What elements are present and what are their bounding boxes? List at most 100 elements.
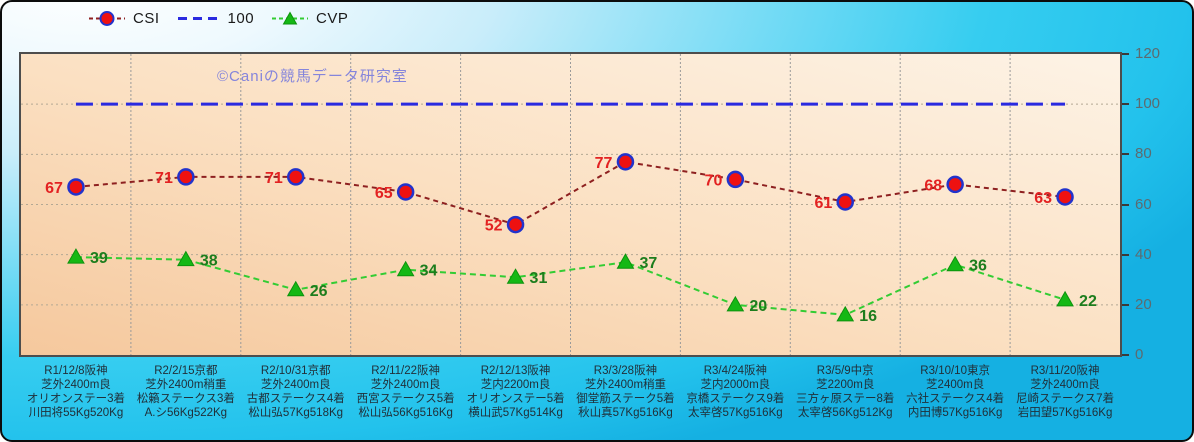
x-label-line: 太宰啓57Kg516Kg	[688, 407, 783, 419]
value-label-csi: 52	[485, 218, 503, 235]
legend-item-cvp: CVP	[271, 10, 348, 27]
y-tick-mark	[1122, 53, 1129, 55]
value-label-csi: 68	[924, 177, 942, 194]
x-label-line: R2/10/31京都	[260, 365, 331, 377]
y-tick-mark	[1122, 303, 1129, 306]
value-label-cvp: 37	[639, 255, 657, 272]
x-label-line: R3/4/24阪神	[703, 365, 767, 377]
x-label-line: R3/3/28阪神	[593, 365, 658, 377]
x-label-line: R2/11/22阪神	[371, 365, 441, 377]
x-label-6: R3/4/24阪神 芝内2000m良 京橋ステークス9着 太宰啓57Kg516Kg	[680, 364, 790, 420]
x-label-line: R2/2/15京都	[154, 365, 218, 377]
y-tick-mark	[1122, 153, 1129, 156]
y-tick-label: 40	[1135, 245, 1152, 263]
x-label-line: 西宮ステークス5着	[356, 393, 455, 405]
x-label-line: 芝外2400m稍重	[584, 379, 667, 391]
x-label-9: R3/11/20阪神 芝外2400m良尼崎ステークス7着 岩田望57Kg516Kg	[1010, 364, 1120, 420]
data-point-cvp	[67, 248, 85, 264]
x-label-line: 芝外2400m良	[41, 379, 111, 391]
x-label-line: A.シ56Kg522Kg	[144, 407, 228, 419]
y-tick-label: 80	[1135, 145, 1152, 163]
y-tick-label: 0	[1135, 346, 1144, 363]
y-tick-label: 60	[1135, 195, 1152, 213]
x-label-0: R1/12/8阪神 芝外2400m良 オリオンステー3着 川田将55Kg520Kg	[21, 364, 131, 420]
data-point-cvp	[726, 295, 745, 312]
x-label-7: R3/5/9中京 芝2200m良三方ヶ原ステー8着 太宰啓56Kg512Kg	[790, 364, 900, 420]
x-label-line: 内田博57Kg516Kg	[907, 407, 1003, 419]
legend-item-100: 100	[177, 10, 255, 27]
value-label-cvp: 34	[420, 263, 438, 280]
plot-svg: 67 71 71 65 52 77 70 61 68 63 39 38 26 34 31 37 20 16 36 22	[21, 54, 1120, 355]
x-label-line: 芝外2400m良	[1030, 379, 1100, 391]
data-point-cvp	[1056, 290, 1074, 307]
x-label-line: 芝外2400m良	[370, 379, 441, 391]
series-line-csi	[75, 160, 1066, 226]
value-label-cvp: 38	[200, 253, 218, 270]
x-label-8: R3/10/10東京 芝2400m良六社ステークス4着 内田博57Kg516Kg	[900, 364, 1010, 420]
x-label-line: R3/10/10東京	[920, 365, 990, 377]
value-label-csi: 70	[705, 172, 723, 189]
x-label-line: R2/12/13阪神	[480, 365, 551, 377]
x-label-line: 三方ヶ原ステー8着	[796, 393, 895, 405]
x-label-1: R2/2/15京都 芝外2400m稍重 松籟ステークス3着 A.シ56Kg522Kg	[131, 364, 241, 420]
x-label-line: 古都ステークス4着	[246, 393, 345, 405]
legend-label-cvp: CVP	[316, 10, 349, 27]
data-point-cvp	[286, 280, 305, 297]
value-label-cvp: 26	[310, 283, 328, 300]
data-point-csi	[396, 183, 415, 201]
legend: CSI 100 CVP	[88, 10, 348, 27]
reference-line-icon	[177, 17, 220, 20]
x-label-line: 秋山真57Kg516Kg	[578, 407, 673, 419]
x-label-line: 六社ステークス4着	[906, 393, 1005, 405]
x-label-line: 芝2400m良	[926, 379, 985, 391]
value-label-csi: 63	[1034, 190, 1052, 207]
x-label-4: R2/12/13阪神 芝内2200m良 オリオンステー5着 横山武57Kg514Kg	[461, 364, 571, 420]
watermark: ©Caniの競馬データ研究室	[217, 68, 408, 85]
legend-label-csi: CSI	[133, 10, 160, 27]
data-point-cvp	[616, 253, 635, 269]
data-point-csi	[177, 168, 195, 186]
data-point-cvp	[396, 260, 415, 277]
x-label-line: R3/5/9中京	[816, 365, 874, 377]
value-label-csi: 65	[375, 185, 393, 202]
series-line-cvp	[75, 256, 1066, 316]
cvp-line-marker-icon	[272, 11, 309, 25]
x-label-line: 川田将55Kg520Kg	[28, 407, 124, 419]
plot-area: ©Caniの競馬データ研究室 67 71 71 65 52 77 70 61 68 63 39 38 2…	[19, 52, 1122, 357]
data-point-csi	[67, 178, 85, 196]
value-label-cvp: 20	[749, 298, 767, 315]
y-tick-mark	[1122, 354, 1129, 356]
value-label-csi: 71	[265, 170, 283, 187]
value-label-cvp: 16	[859, 308, 877, 325]
x-label-line: 芝2200m良	[816, 379, 875, 391]
value-label-csi: 67	[45, 180, 63, 197]
x-label-line: 横山武57Kg514Kg	[468, 407, 563, 419]
y-tick-mark	[1122, 203, 1129, 206]
x-label-5: R3/3/28阪神 芝外2400m稍重 御堂筋ステーク5着 秋山真57Kg516Kg	[571, 364, 681, 420]
x-label-line: 尼崎ステークス7着	[1016, 393, 1115, 405]
y-tick-label: 120	[1135, 45, 1161, 62]
value-label-cvp: 31	[530, 270, 548, 287]
csi-line-marker-icon	[89, 11, 125, 26]
legend-item-csi: CSI	[88, 10, 160, 27]
data-point-cvp	[506, 268, 525, 284]
data-point-csi	[616, 153, 635, 171]
data-point-csi	[287, 168, 305, 186]
x-label-2: R2/10/31京都 芝外2400m良古都ステークス4着 松山弘57Kg518Kg	[241, 364, 351, 420]
data-point-cvp	[836, 305, 855, 322]
x-label-line: オリオンステー5着	[466, 393, 565, 405]
value-label-cvp: 39	[90, 250, 108, 267]
x-label-line: 太宰啓56Kg512Kg	[797, 407, 893, 419]
x-label-line: 芝外2400m稍重	[145, 379, 227, 391]
x-label-line: 松山弘57Kg518Kg	[248, 407, 344, 419]
x-label-line: R3/11/20阪神	[1030, 365, 1100, 377]
x-label-3: R2/11/22阪神 芝外2400m良西宮ステークス5着 松山弘56Kg516Kg	[351, 364, 461, 420]
data-point-csi	[946, 175, 964, 194]
x-label-line: 岩田望57Kg516Kg	[1017, 407, 1113, 419]
y-tick-mark	[1122, 253, 1129, 256]
data-point-csi	[1056, 188, 1074, 206]
x-label-line: 芝外2400m良	[260, 379, 331, 391]
x-label-line: 松籟ステークス3着	[136, 393, 235, 405]
x-label-line: 松山弘56Kg516Kg	[358, 407, 453, 419]
